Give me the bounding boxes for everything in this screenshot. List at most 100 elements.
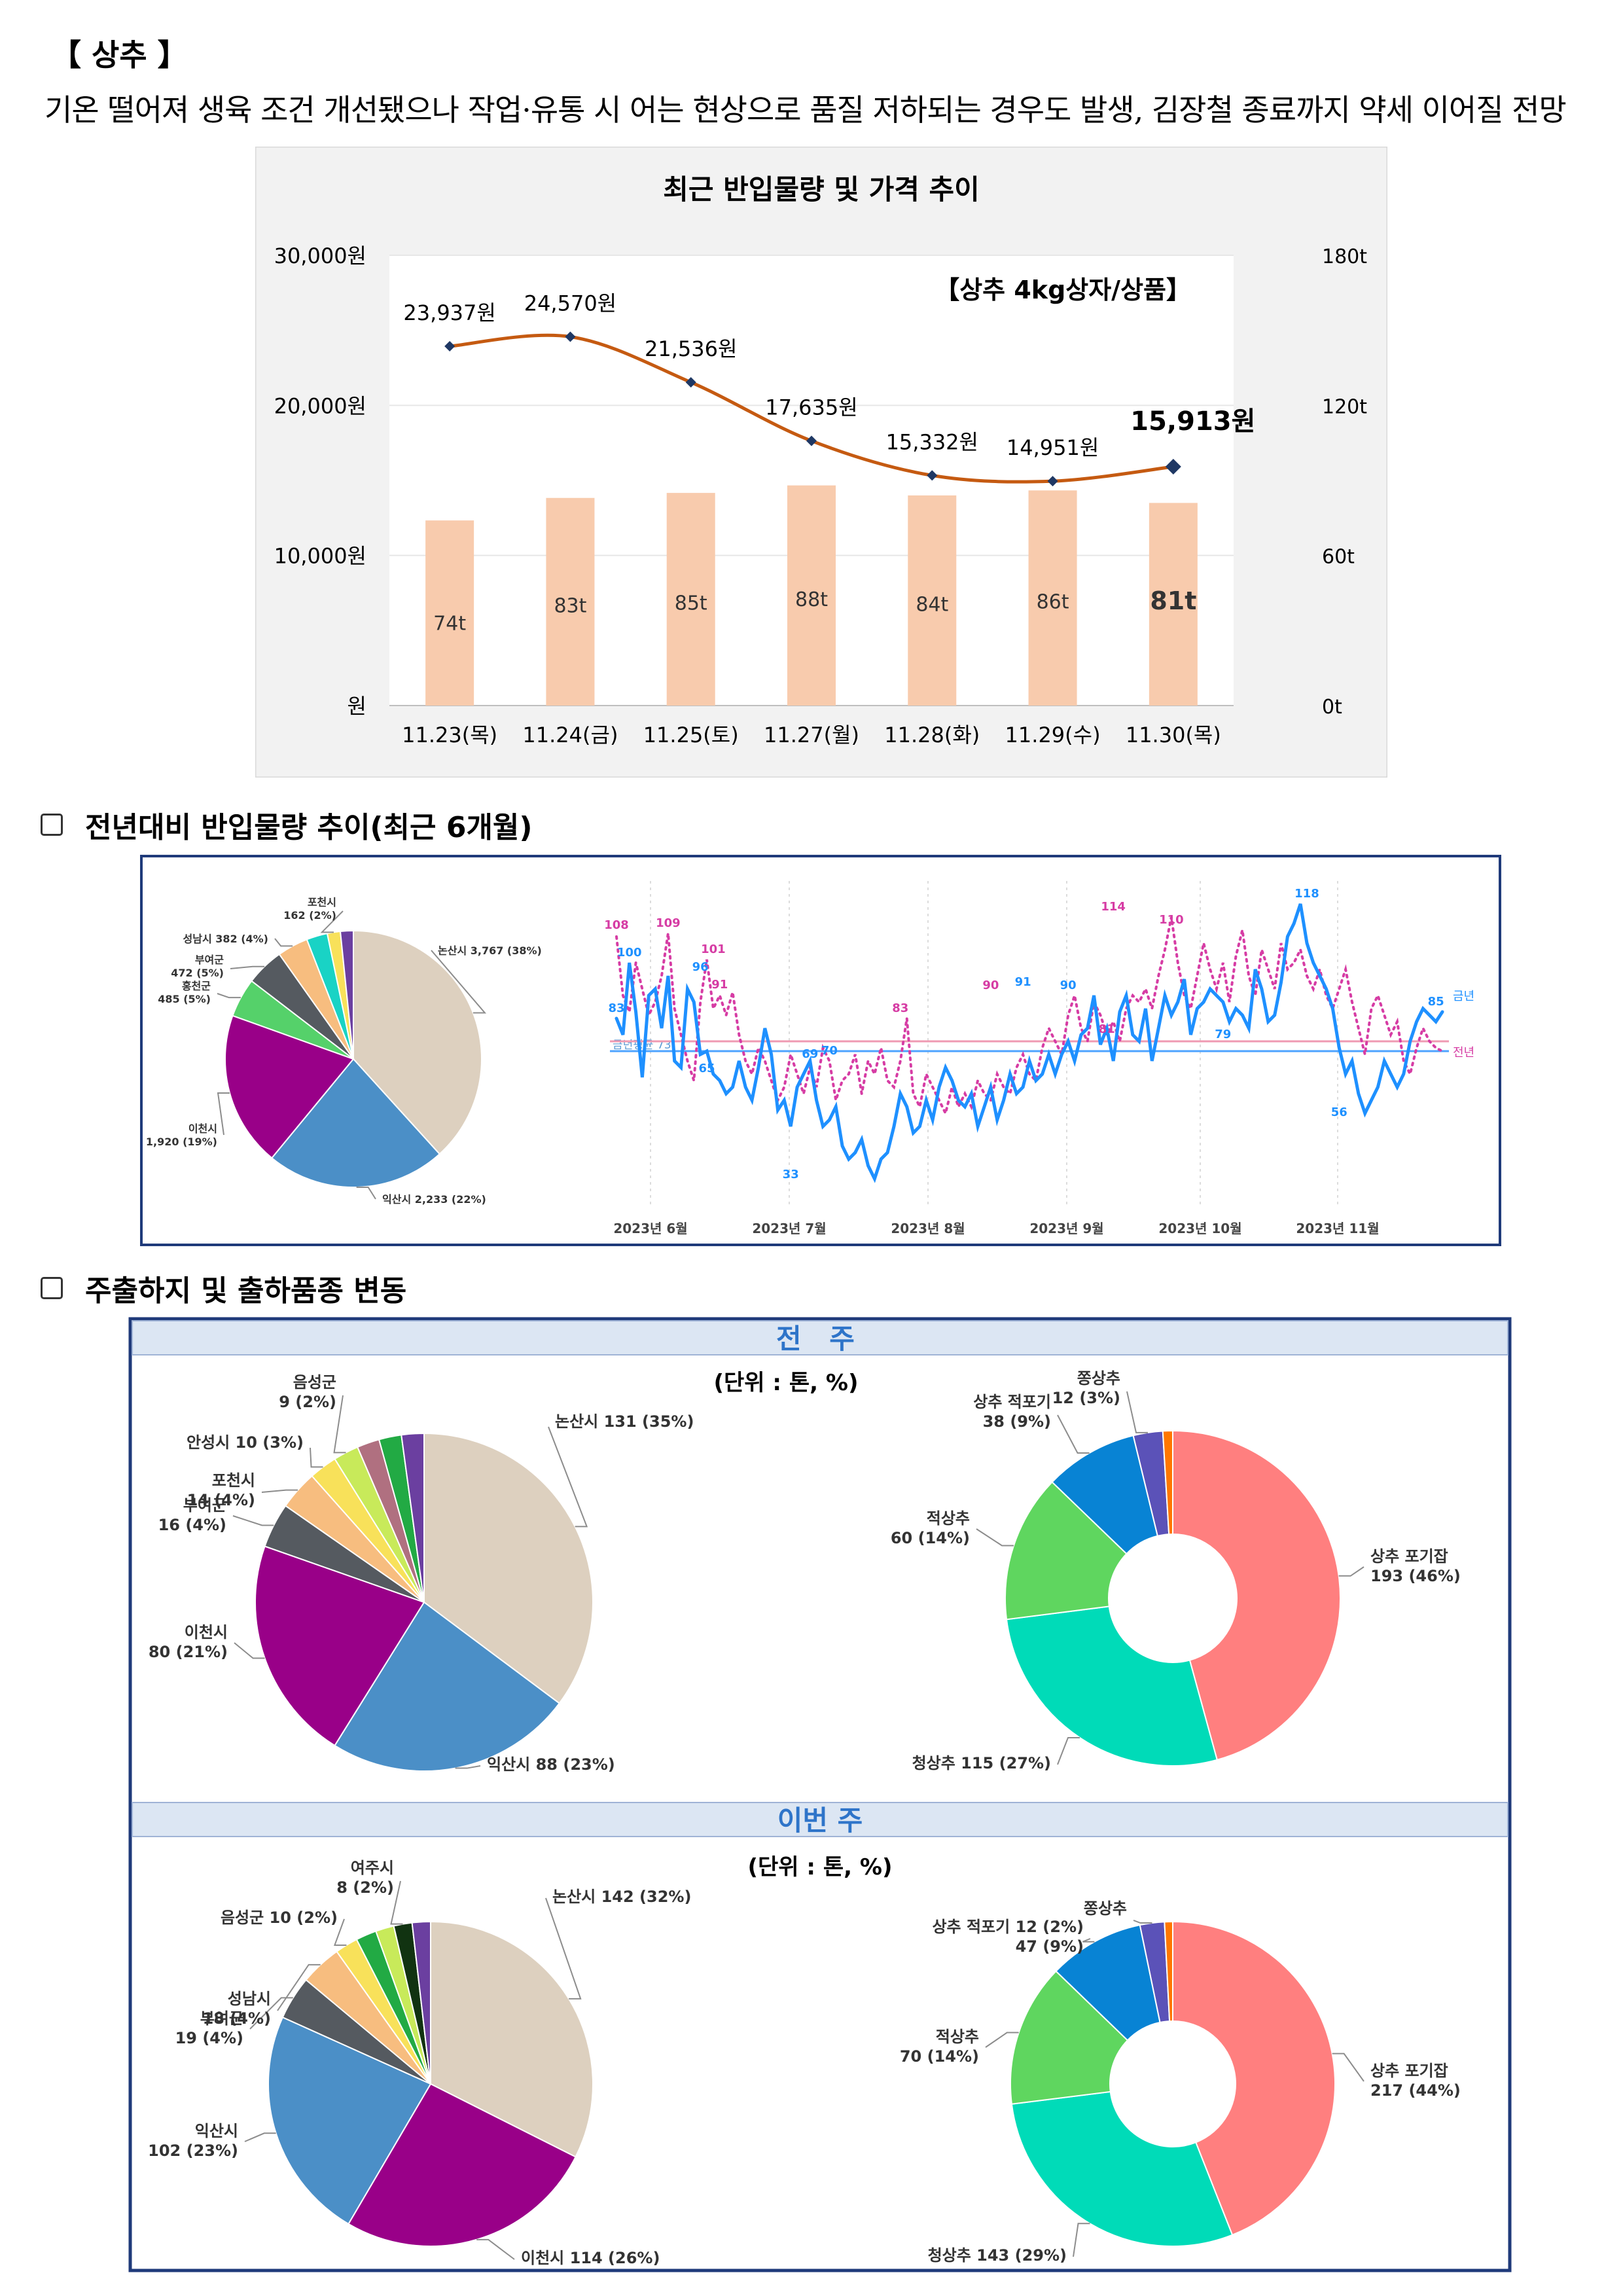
origin-6m-label: 포천시 162 (2%) bbox=[283, 896, 336, 922]
this-variety-label: 적상추 70 (14%) bbox=[900, 2028, 979, 2066]
this-origin-slice bbox=[348, 2083, 577, 2247]
prev-origin-leader bbox=[310, 1447, 323, 1468]
this-variety-slice bbox=[1172, 1920, 1336, 2236]
prev-origin-label: 부여군 16 (4%) bbox=[158, 1496, 226, 1534]
prev-variety-label: 쫑상추 12 (3%) bbox=[1052, 1369, 1120, 1407]
prev-origin-label: 안성시 10 (3%) bbox=[187, 1433, 304, 1452]
prev-origin-label: 익산시 88 (23%) bbox=[487, 1755, 615, 1774]
prev-origin-leader bbox=[333, 1395, 346, 1454]
prev-variety-leader bbox=[1057, 1736, 1080, 1765]
this-origin-leader bbox=[333, 1918, 347, 1946]
price-marker bbox=[685, 377, 696, 388]
this-variety-label: 상추 포기잡 217 (44%) bbox=[1370, 2062, 1461, 2100]
price-label: 17,635원 bbox=[765, 395, 857, 420]
volume-bar bbox=[546, 497, 595, 706]
prev-variety-leader bbox=[1057, 1414, 1090, 1454]
this-week-unit: (단위 : 톤, %) bbox=[747, 1854, 892, 1880]
volume-bar bbox=[787, 485, 836, 706]
prev-origin-leader bbox=[234, 1642, 265, 1659]
price-label: 15,913원 bbox=[1130, 406, 1255, 437]
data-label: 83 bbox=[608, 1001, 624, 1015]
this-origin-label: 부여군 19 (4%) bbox=[175, 2009, 243, 2047]
prev-origin-label: 음성군 9 (2%) bbox=[279, 1373, 336, 1411]
this-variety-leader bbox=[1332, 2053, 1364, 2082]
y-right-tick: 60t bbox=[1322, 546, 1355, 569]
checkbox-icon bbox=[41, 1277, 63, 1299]
data-label: 81 bbox=[1099, 1022, 1115, 1036]
origin-6m-slice bbox=[353, 929, 482, 1155]
this-origin-leader bbox=[476, 2238, 515, 2260]
data-label: 91 bbox=[1015, 975, 1031, 989]
y-left-tick: 원 bbox=[348, 694, 366, 719]
origin-6m-label: 홍천군 485 (5%) bbox=[158, 980, 211, 1005]
section-shipping: 주출하지 및 출하품종 변동 bbox=[41, 1267, 406, 1309]
this-origin-leader bbox=[390, 1880, 403, 1925]
this-week-header-bar bbox=[132, 1802, 1508, 1837]
data-label: 83 bbox=[892, 1001, 908, 1015]
prev-origin-leader bbox=[232, 1515, 274, 1526]
prev-variety-slice bbox=[1005, 1480, 1128, 1621]
this-variety-leader bbox=[985, 2032, 1019, 2048]
data-label: 118 bbox=[1294, 887, 1319, 901]
series-line-previous bbox=[615, 916, 1444, 1117]
this-variety-slice bbox=[1010, 1970, 1129, 2105]
data-label: 109 bbox=[656, 916, 681, 930]
origin-6m-label: 부여군 472 (5%) bbox=[171, 954, 224, 979]
prev-origin-slice bbox=[334, 1601, 561, 1772]
data-label: 114 bbox=[1101, 900, 1126, 914]
prev-origin-leader bbox=[548, 1426, 588, 1528]
this-origin-leader bbox=[545, 1897, 582, 2000]
this-variety-leader bbox=[1073, 2223, 1090, 2257]
y-left-tick: 20,000원 bbox=[274, 393, 366, 418]
this-variety-label: 상추 적포기 12 (2%) 47 (9%) bbox=[932, 1918, 1084, 1956]
this-variety-leader bbox=[1133, 1920, 1152, 1924]
data-label: 101 bbox=[701, 942, 726, 956]
this-variety-slice bbox=[1164, 1920, 1173, 2022]
data-label: 96 bbox=[692, 960, 709, 974]
x-tick-label: 11.27(월) bbox=[764, 723, 859, 747]
data-label: 65 bbox=[699, 1062, 715, 1075]
prev-origin-leader bbox=[455, 1765, 481, 1769]
prev-origin-slice bbox=[401, 1432, 425, 1603]
y-right-tick: 120t bbox=[1322, 395, 1367, 418]
x-tick-label: 11.29(수) bbox=[1005, 723, 1101, 747]
prev-variety-leader bbox=[1126, 1391, 1149, 1433]
y-left-tick: 10,000원 bbox=[274, 544, 366, 569]
prev-variety-leader bbox=[1338, 1566, 1364, 1577]
checkbox-icon bbox=[41, 814, 63, 836]
this-variety-label: 쫑상추 bbox=[1084, 1899, 1127, 1918]
origin-6m-leader bbox=[356, 1186, 376, 1200]
prev-variety-slice bbox=[1005, 1605, 1219, 1767]
page-title: 【 상추 】 bbox=[51, 37, 188, 73]
x-tick-label: 11.24(금) bbox=[522, 723, 618, 747]
volume-bar bbox=[908, 495, 957, 706]
price-marker bbox=[1165, 459, 1181, 475]
origin-6m-label: 이천시 1,920 (19%) bbox=[146, 1122, 217, 1148]
origin-6m-leader bbox=[217, 1092, 230, 1136]
origin-6m-slice bbox=[339, 929, 354, 1060]
prev-variety-label: 상추 적포기 38 (9%) bbox=[973, 1393, 1051, 1431]
x-month-label: 2023년 8월 bbox=[891, 1221, 965, 1236]
page-subtitle: 기온 떨어져 생육 조건 개선됐으나 작업·유통 시 어는 현상으로 품질 저하… bbox=[45, 92, 1567, 128]
x-tick-label: 11.23(목) bbox=[402, 723, 497, 747]
data-label: 91 bbox=[711, 978, 728, 992]
data-label: 110 bbox=[1159, 913, 1184, 927]
origin-6m-label: 익산시 2,233 (22%) bbox=[382, 1193, 486, 1206]
data-label: 108 bbox=[604, 918, 629, 932]
this-origin-slice bbox=[411, 1920, 431, 2085]
this-origin-label: 이천시 114 (26%) bbox=[521, 2249, 660, 2267]
this-origin-slice bbox=[430, 1920, 594, 2158]
price-marker bbox=[806, 435, 817, 446]
this-variety-label: 청상추 143 (29%) bbox=[928, 2246, 1067, 2265]
yoy-panel: 논산시 3,767 (38%) 익산시 2,233 (22%) 이천시 1,920 (… bbox=[140, 855, 1501, 1246]
price-label: 24,570원 bbox=[524, 291, 616, 316]
data-label: 90 bbox=[1060, 978, 1077, 992]
origin-6m-leader bbox=[320, 910, 344, 933]
x-tick-label: 11.28(화) bbox=[884, 723, 980, 747]
data-label: 56 bbox=[1331, 1105, 1347, 1119]
this-origin-leader bbox=[244, 2132, 276, 2142]
price-marker bbox=[444, 341, 455, 352]
x-month-label: 2023년 7월 bbox=[752, 1221, 826, 1236]
prev-variety-leader bbox=[976, 1528, 1014, 1547]
